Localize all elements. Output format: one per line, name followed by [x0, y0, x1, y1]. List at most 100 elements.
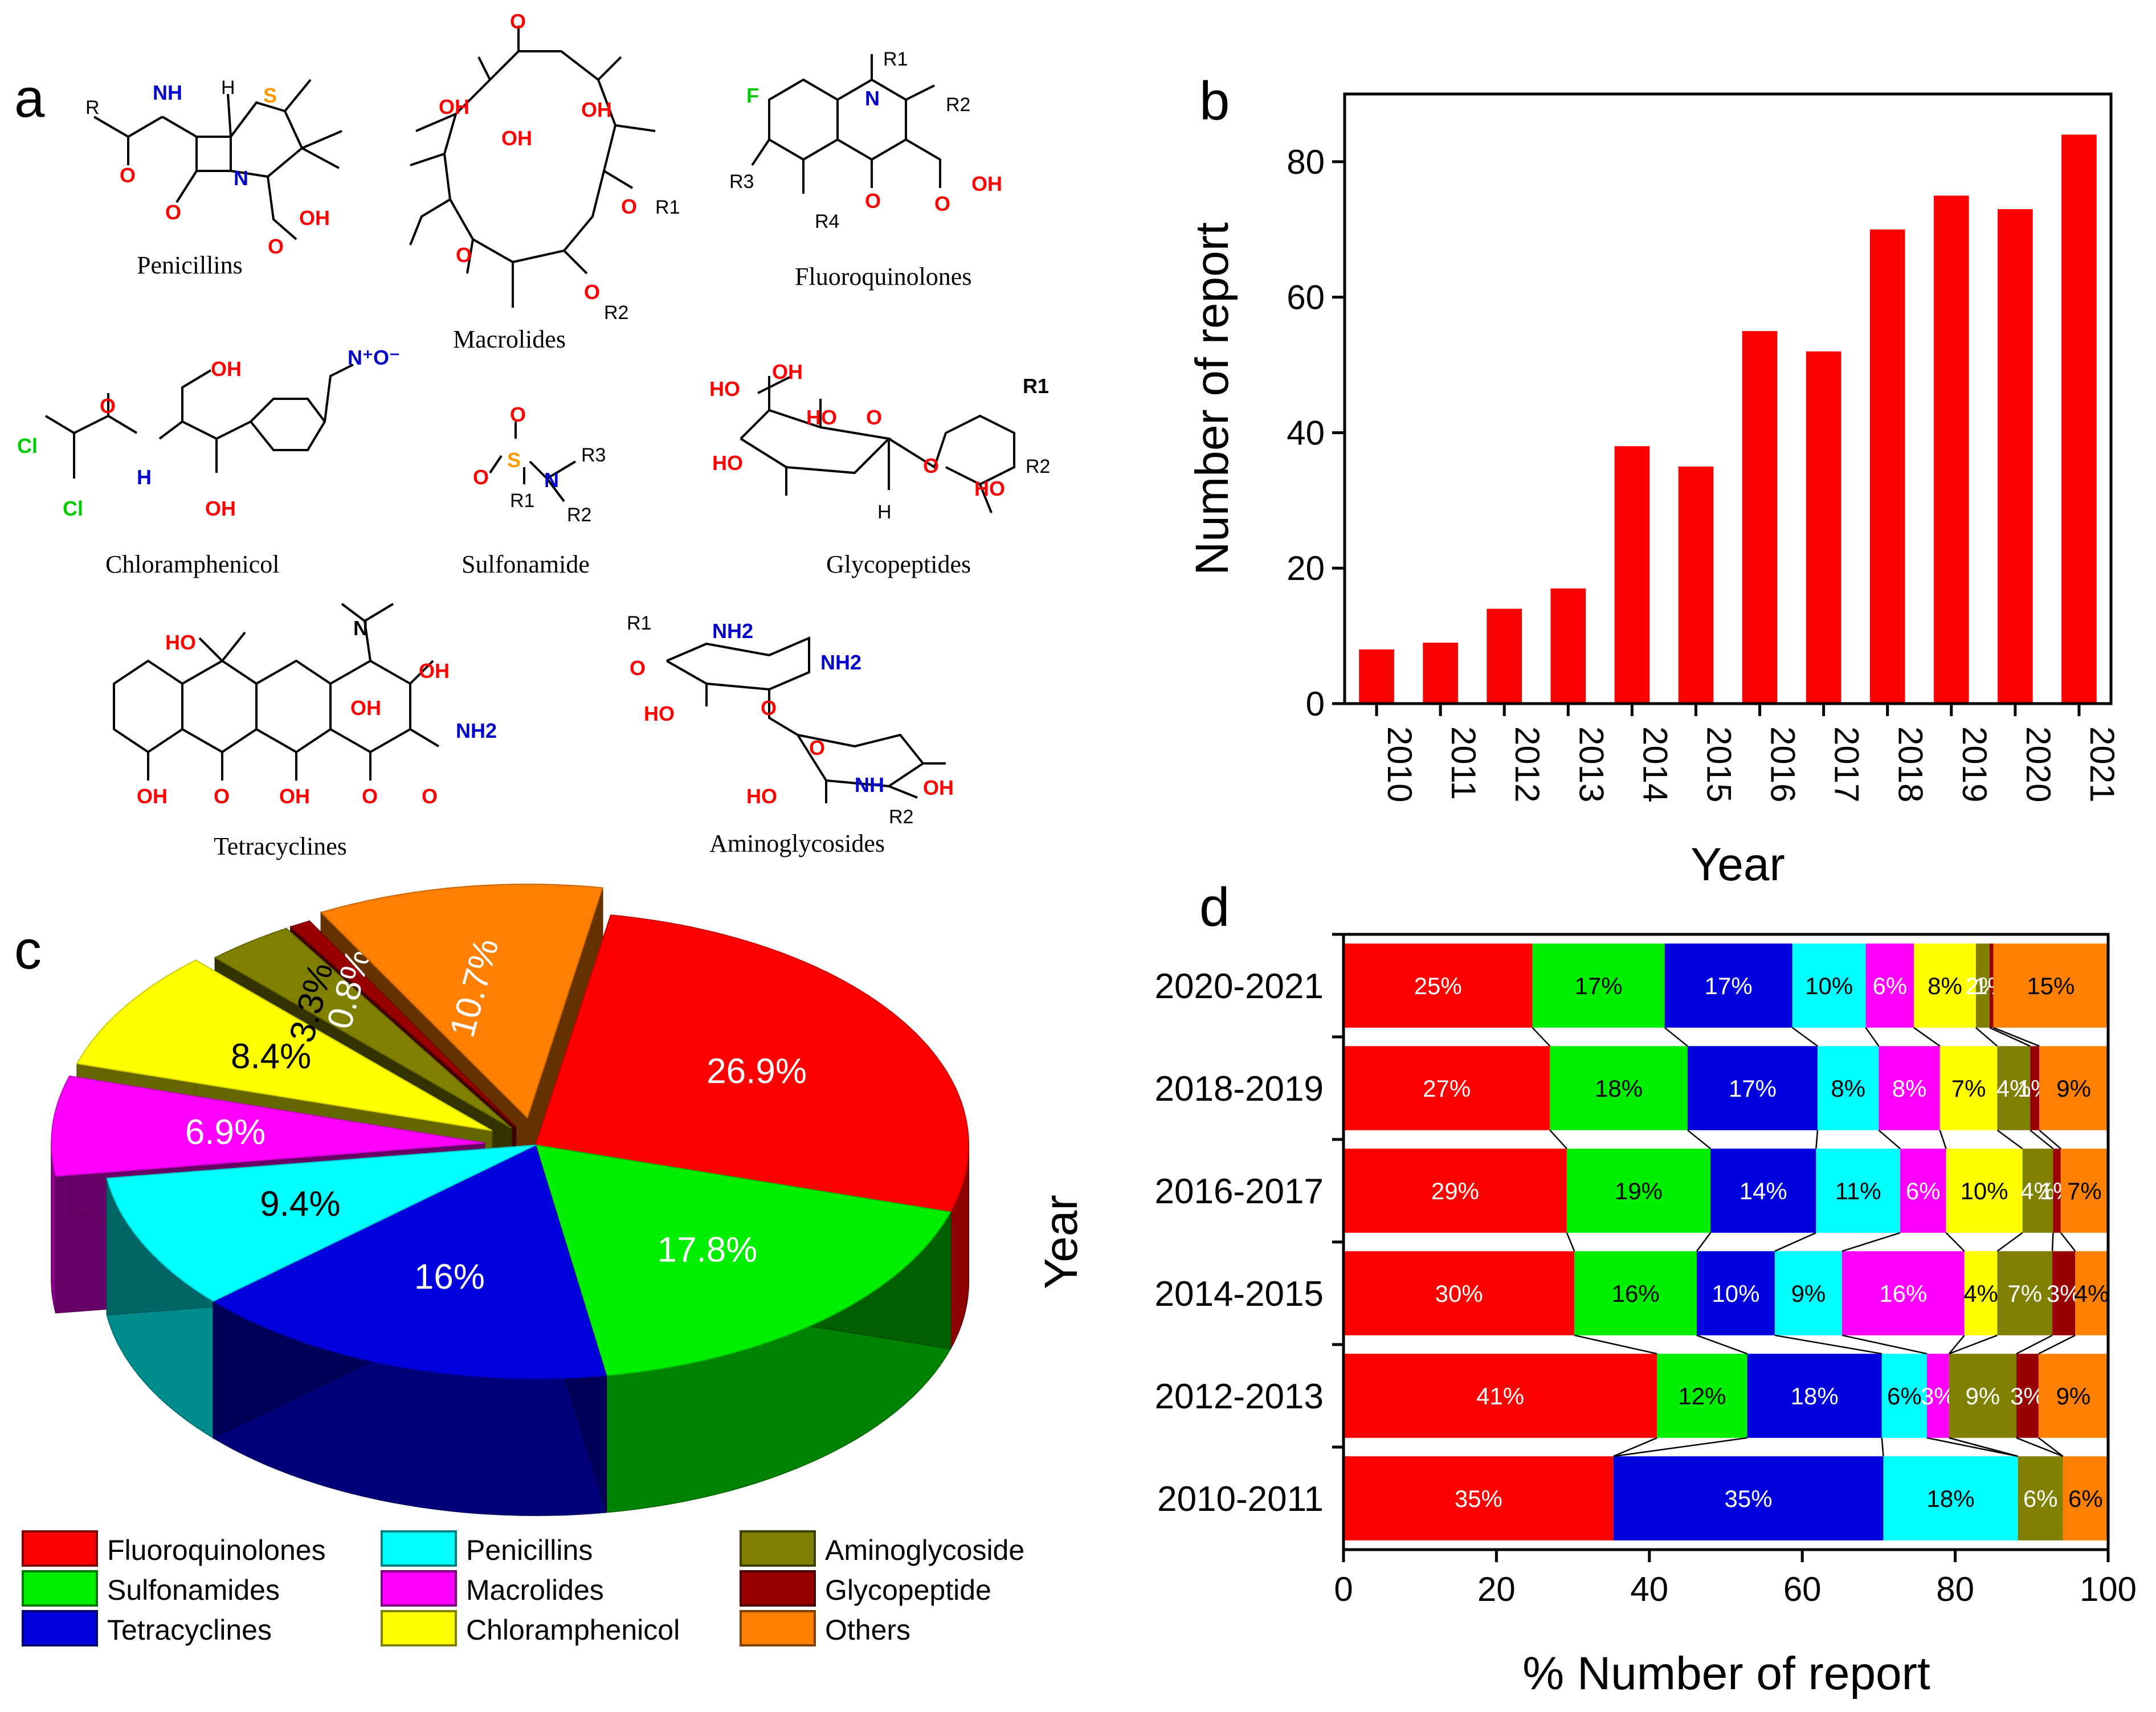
- y-tick-label-40: 40: [1287, 414, 1325, 452]
- segment-label-2018-2019-others: 9%: [2056, 1075, 2091, 1102]
- segment-label-2014-2015-sulfonamides: 16%: [1612, 1280, 1660, 1307]
- aminoglycoside-atom-ho2: HO: [746, 785, 777, 808]
- macrolide-atom-oh1: OH: [439, 95, 469, 119]
- penicillin-atom-oh: OH: [299, 206, 330, 230]
- connector-4-5: [1949, 1437, 2018, 1457]
- segment-label-2016-2017-chloramphenicol: 10%: [1961, 1178, 2008, 1204]
- connector-3-2: [1774, 1334, 1882, 1355]
- panel-b-axes: 2010 2011 2012 2013 2014 2015 2016 2017 2018 2019…: [1287, 92, 2121, 802]
- segment-2014-2015-glycopeptide: [2052, 1251, 2076, 1335]
- chloramphenicol-atom-cl2: Cl: [63, 497, 83, 520]
- tetracycline-atom-o3: O: [422, 785, 438, 808]
- pie-slice-penicillins: [106, 1145, 536, 1302]
- tetracycline-atom-ho1: HO: [165, 631, 196, 654]
- chloramphenicol-atom-oh1: OH: [211, 357, 242, 381]
- aminoglycoside-atom-oh: OH: [923, 776, 954, 799]
- glycopeptide-structure: [740, 375, 1015, 513]
- legend-swatch-chloramphenicol: [381, 1610, 457, 1646]
- connector-2-4: [1945, 1232, 1965, 1252]
- bar-2018: [1869, 229, 1905, 704]
- pie-slice-chloramphenicol: [76, 959, 492, 1131]
- connector-2-7: [2060, 1232, 2076, 1252]
- panel-b-y-axis-title: Number of report: [1186, 222, 1238, 575]
- aminoglycoside-atom-r2: R2: [889, 806, 913, 828]
- connector-0-7: [1993, 1027, 2040, 1047]
- segment-2012-2013-glycopeptide: [2016, 1354, 2039, 1438]
- legend-label-penicillins: Penicillins: [466, 1534, 593, 1566]
- segment-2018-2019-chloramphenicol: [1939, 1046, 1998, 1130]
- penicillin-atom-s: S: [263, 84, 277, 107]
- glycopeptide-atom-ho4: HO: [974, 477, 1005, 500]
- d-y-tick-label-2012-2013: 2012-2013: [1155, 1377, 1324, 1416]
- legend-swatch-penicillins: [381, 1530, 457, 1567]
- connector-4-2: [1881, 1437, 1884, 1457]
- segment-2018-2019-macrolides: [1879, 1046, 1940, 1130]
- pie-label-chloramphenicol: 8.4%: [231, 1037, 311, 1076]
- segment-2014-2015-aminoglycoside: [1997, 1251, 2053, 1335]
- d-x-tick-label-60: 60: [1783, 1570, 1822, 1608]
- segment-label-2016-2017-penicillins: 11%: [1835, 1178, 1881, 1204]
- connector-4-6: [2016, 1437, 2064, 1457]
- panel-d-bars: 25% 17% 17% 10% 6% 8% 2%1% 15%27% 18% 17% 8% 8% 7% 4%…: [1344, 943, 2109, 1541]
- panel-letter-b: b: [1199, 71, 1230, 132]
- connector-4-3: [1926, 1437, 2018, 1457]
- segment-label-2020-2021-sulfonamides: 17%: [1575, 973, 1623, 999]
- x-tick-label-2013: 2013: [1572, 726, 1610, 802]
- connector-1-1: [1687, 1129, 1711, 1150]
- bar-2020: [1998, 209, 2033, 704]
- segment-2018-2019-penicillins: [1818, 1046, 1879, 1130]
- panel-d-axes: 2020-20212018-20192016-20172014-20152012…: [1155, 933, 2137, 1608]
- connector-4-7: [2038, 1437, 2064, 1457]
- macrolide-atom-o-r1: O: [621, 195, 637, 218]
- connector-0-0: [1532, 1027, 1551, 1047]
- segment-label-2014-2015-fluoroquinolones: 30%: [1435, 1280, 1483, 1307]
- legend-label-fluoroquinolones: Fluoroquinolones: [107, 1534, 326, 1566]
- segment-label-2020-2021-macrolides: 6%: [1873, 973, 1908, 999]
- tetracycline-atom-oh2: OH: [350, 696, 381, 720]
- segment-2016-2017-aminoglycoside: [2022, 1149, 2053, 1233]
- fluoroquinolone-atom-r1: R1: [883, 48, 908, 70]
- tetracycline-atom-o1: O: [214, 785, 230, 808]
- segment-label-2010-2011-fluoroquinolones: 35%: [1455, 1485, 1502, 1512]
- segment-label-2018-2019-sulfonamides: 18%: [1595, 1075, 1643, 1102]
- d-x-tick-label-40: 40: [1630, 1570, 1668, 1608]
- connector-1-0: [1549, 1129, 1567, 1150]
- fluoroquinolone-atom-o: O: [865, 189, 881, 213]
- segment-2016-2017-fluoroquinolones: [1344, 1149, 1567, 1233]
- fluoroquinolone-atom-o2: O: [934, 192, 950, 215]
- segment-label-2016-2017-aminoglycoside: 4%: [2020, 1178, 2055, 1204]
- aminoglycoside-atom-o-ring: O: [809, 736, 825, 759]
- segment-2020-2021-aminoglycoside: [1975, 943, 1990, 1028]
- bar-2013: [1550, 588, 1586, 704]
- fluoroquinolone-atom-r3: R3: [729, 171, 754, 193]
- legend-label-others: Others: [825, 1614, 910, 1646]
- legend-swatch-tetracyclines: [22, 1610, 98, 1646]
- segment-label-2010-2011-tetracyclines: 35%: [1725, 1485, 1773, 1512]
- segment-label-2012-2013-tetracyclines: 18%: [1791, 1383, 1839, 1409]
- panel-b-plot-frame: [1343, 92, 2113, 705]
- bar-2015: [1678, 466, 1714, 704]
- x-tick-label-2021: 2021: [2083, 726, 2121, 802]
- legend-swatch-macrolides: [381, 1570, 457, 1607]
- connector-0-3: [1865, 1027, 1880, 1047]
- panel-c-legend: Fluoroquinolones Sulfonamides Tetracycline…: [22, 1530, 1024, 1646]
- glycopeptide-atom-ho1: HO: [709, 377, 740, 401]
- x-tick-label-2019: 2019: [1955, 726, 1994, 802]
- segment-label-2014-2015-others: 4%: [2075, 1280, 2109, 1307]
- segment-2020-2021-fluoroquinolones: [1344, 943, 1533, 1028]
- aminoglycoside-atom-nh2-1: NH2: [712, 619, 753, 643]
- chloramphenicol-atom-cl1: Cl: [17, 434, 38, 457]
- segment-2010-2011-aminoglycoside: [2018, 1456, 2063, 1541]
- molecule-name-macrolides: Macrolides: [453, 325, 566, 353]
- connector-3-0: [1574, 1334, 1657, 1355]
- segment-2016-2017-macrolides: [1900, 1149, 1946, 1233]
- x-tick-label-2014: 2014: [1636, 726, 1674, 802]
- fluoroquinolone-structure: [751, 54, 941, 194]
- sulfonamide-atom-o2: O: [473, 465, 489, 489]
- y-tick-label-0: 0: [1306, 685, 1325, 723]
- segment-2010-2011-others: [2063, 1456, 2108, 1541]
- segment-2014-2015-penicillins: [1774, 1251, 1842, 1335]
- fluoroquinolone-atom-f: F: [746, 84, 759, 107]
- pie-label-fluoroquinolones: 26.9%: [707, 1052, 807, 1091]
- connector-0-5: [1975, 1027, 1998, 1047]
